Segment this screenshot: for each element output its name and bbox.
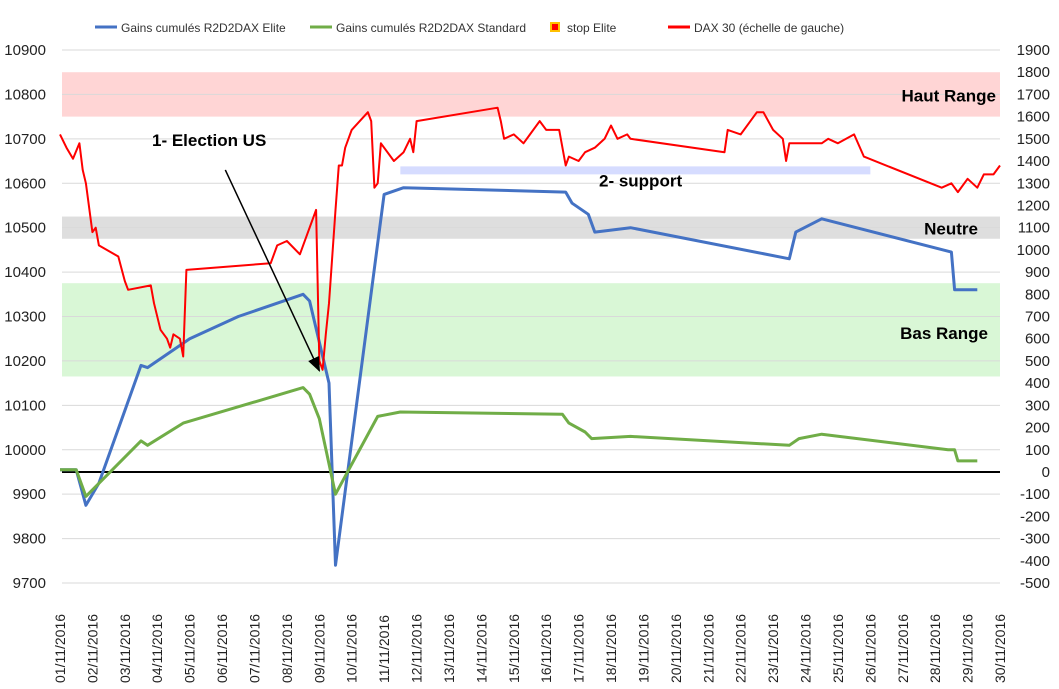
- x-tick-label: 02/11/2016: [84, 614, 100, 683]
- y-right-tick-label: 1200: [1017, 197, 1050, 214]
- y-right-tick-label: 1800: [1017, 64, 1050, 81]
- y-right-tick-label: 700: [1025, 309, 1050, 326]
- y-right-tick-label: 300: [1025, 397, 1050, 414]
- y-left-tick-label: 10600: [4, 175, 46, 192]
- range-bands: [62, 72, 1000, 377]
- x-tick-label: 08/11/2016: [279, 614, 295, 683]
- support-band: [400, 166, 871, 175]
- x-axis: 01/11/2016 02/11/2016 03/11/2016 04/11/2016…: [52, 614, 1008, 683]
- y-left-tick-label: 10800: [4, 86, 46, 103]
- band-label: Neutre: [924, 220, 978, 239]
- x-tick-label: 12/11/2016: [409, 614, 425, 683]
- band-2: [62, 283, 1000, 377]
- legend-marker-2: [550, 22, 560, 32]
- y-axis-right: -500 -400 -300 -200 -100 0 100 200 300 400 500 600 7…: [1017, 42, 1050, 592]
- x-tick-label: 26/11/2016: [862, 614, 878, 683]
- legend: Gains cumulés R2D2DAX Elite Gains cumulés…: [95, 21, 844, 35]
- y-right-tick-label: 1900: [1017, 42, 1050, 59]
- y-right-tick-label: -500: [1020, 575, 1050, 592]
- annotations: 1- Election US: [152, 131, 320, 373]
- x-tick-label: 10/11/2016: [344, 614, 360, 683]
- x-tick-label: 14/11/2016: [473, 614, 489, 683]
- y-right-tick-label: 600: [1025, 331, 1050, 348]
- y-left-tick-label: 9900: [13, 486, 46, 503]
- y-right-tick-label: -100: [1020, 486, 1050, 503]
- y-right-tick-label: 500: [1025, 353, 1050, 370]
- gridlines: [62, 49, 1000, 584]
- x-tick-label: 13/11/2016: [441, 614, 457, 683]
- band-label: Bas Range: [900, 324, 988, 343]
- y-axis-left: 9700 9800 9900 10000 10100 10200 10300 10400 105…: [4, 42, 46, 592]
- x-tick-label: 21/11/2016: [700, 614, 716, 683]
- band-labels: Haut Range Neutre Bas Range 2- support: [599, 86, 996, 343]
- y-right-tick-label: 1000: [1017, 242, 1050, 259]
- x-tick-label: 23/11/2016: [765, 614, 781, 683]
- x-tick-label: 25/11/2016: [830, 614, 846, 683]
- y-right-tick-label: 1700: [1017, 86, 1050, 103]
- y-right-tick-label: -200: [1020, 508, 1050, 525]
- x-tick-label: 01/11/2016: [52, 614, 68, 683]
- y-right-tick-label: 100: [1025, 442, 1050, 459]
- x-tick-label: 24/11/2016: [798, 614, 814, 683]
- annotation-arrow: [224, 169, 320, 373]
- y-left-tick-label: 10900: [4, 42, 46, 59]
- x-tick-label: 16/11/2016: [538, 614, 554, 683]
- x-tick-label: 18/11/2016: [603, 614, 619, 683]
- legend-label: DAX 30 (échelle de gauche): [694, 21, 844, 35]
- y-right-tick-label: 400: [1025, 375, 1050, 392]
- annotation-label: 1- Election US: [152, 131, 266, 150]
- x-tick-label: 05/11/2016: [182, 614, 198, 683]
- y-right-tick-label: -400: [1020, 553, 1050, 570]
- x-tick-label: 30/11/2016: [992, 614, 1008, 683]
- series-line-0: [60, 186, 978, 567]
- y-right-tick-label: 0: [1042, 464, 1050, 481]
- series-line-3: [59, 106, 1001, 371]
- y-right-tick-label: 1400: [1017, 153, 1050, 170]
- x-tick-label: 20/11/2016: [668, 614, 684, 683]
- x-tick-label: 03/11/2016: [117, 614, 133, 683]
- x-tick-label: 17/11/2016: [571, 614, 587, 683]
- x-tick-label: 11/11/2016: [376, 615, 392, 683]
- legend-label: stop Elite: [567, 21, 617, 35]
- y-left-tick-label: 10700: [4, 131, 46, 148]
- y-right-tick-label: 1300: [1017, 175, 1050, 192]
- band-label: Haut Range: [902, 86, 996, 105]
- y-left-tick-label: 9800: [13, 531, 46, 548]
- x-tick-label: 06/11/2016: [214, 614, 230, 683]
- x-tick-label: 09/11/2016: [311, 614, 327, 683]
- x-tick-label: 07/11/2016: [246, 614, 262, 683]
- y-left-tick-label: 9700: [13, 575, 46, 592]
- y-left-tick-label: 10000: [4, 442, 46, 459]
- series-line-1: [60, 386, 978, 498]
- support-label: 2- support: [599, 171, 682, 190]
- y-right-tick-label: 1600: [1017, 109, 1050, 126]
- x-tick-label: 28/11/2016: [927, 614, 943, 683]
- series-lines: [59, 106, 1001, 567]
- y-right-tick-label: 800: [1025, 286, 1050, 303]
- y-right-tick-label: 900: [1025, 264, 1050, 281]
- y-left-tick-label: 10300: [4, 309, 46, 326]
- x-tick-label: 19/11/2016: [635, 614, 651, 683]
- y-right-tick-label: 1500: [1017, 131, 1050, 148]
- y-left-tick-label: 10100: [4, 397, 46, 414]
- y-right-tick-label: -300: [1020, 531, 1050, 548]
- y-right-tick-label: 200: [1025, 420, 1050, 437]
- y-left-tick-label: 10200: [4, 353, 46, 370]
- x-tick-label: 22/11/2016: [733, 614, 749, 683]
- y-left-tick-label: 10400: [4, 264, 46, 281]
- x-tick-label: 04/11/2016: [149, 614, 165, 683]
- y-left-tick-label: 10500: [4, 220, 46, 237]
- legend-label: Gains cumulés R2D2DAX Elite: [121, 21, 286, 35]
- legend-label: Gains cumulés R2D2DAX Standard: [336, 21, 526, 35]
- x-tick-label: 15/11/2016: [506, 614, 522, 683]
- x-tick-label: 29/11/2016: [960, 614, 976, 683]
- x-tick-label: 27/11/2016: [895, 614, 911, 683]
- y-right-tick-label: 1100: [1018, 220, 1050, 237]
